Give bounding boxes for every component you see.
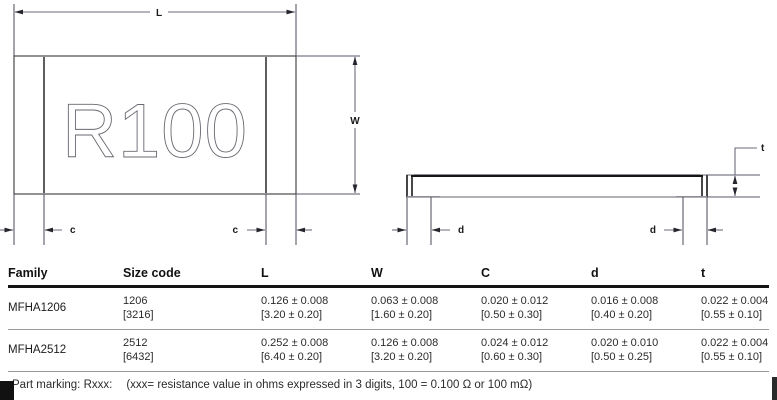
dimension-L: L — [13, 4, 297, 56]
value-mm: [3.20 ± 0.20] — [261, 309, 323, 322]
cell-t: 0.022 ± 0.004 [0.55 ± 0.10] — [701, 286, 769, 331]
value-inch: 0.016 ± 0.008 — [591, 295, 659, 307]
value-inch: 0.063 ± 0.008 — [371, 295, 439, 307]
value-mm: [0.60 ± 0.30] — [481, 351, 543, 364]
cell-family: MFHA1206 — [8, 286, 123, 331]
value-mm: [0.55 ± 0.10] — [701, 309, 763, 322]
dimension-label-W: W — [350, 116, 360, 127]
footnote-label: Part marking: Rxxx: — [12, 379, 113, 391]
drawings-svg: L R100 W — [0, 4, 765, 245]
value-inch: 1206 — [123, 295, 148, 307]
value-mm: [3.20 ± 0.20] — [371, 351, 433, 364]
value-inch: 0.024 ± 0.012 — [481, 337, 549, 350]
dimension-c-group: c c — [0, 194, 312, 245]
column-header-size-code: Size code — [123, 264, 261, 288]
value-inch: 0.020 ± 0.010 — [591, 337, 659, 350]
table-row: MFHA2512 2512 [6432] 0.252 ± 0.008 [6.40… — [8, 329, 769, 373]
cell-l: 0.126 ± 0.008 [3.20 ± 0.20] — [261, 286, 371, 331]
value-inch: 0.126 ± 0.008 — [371, 337, 439, 350]
value-mm: [0.50 ± 0.25] — [591, 351, 653, 364]
dimension-label-d-left: d — [458, 225, 464, 236]
cell-c: 0.024 ± 0.012 [0.60 ± 0.30] — [481, 329, 591, 373]
side-view-body — [406, 174, 708, 198]
top-view-body — [13, 55, 297, 195]
page-edge-artifact-left — [0, 381, 14, 400]
dimension-drawings: L R100 W — [0, 4, 765, 245]
cell-size-code: 2512 [6432] — [123, 329, 261, 373]
value-mm: [6.40 ± 0.20] — [261, 351, 323, 364]
value-inch: 0.022 ± 0.004 — [701, 337, 769, 350]
page-edge-artifact-right — [772, 377, 777, 400]
footnote-detail: (xxx= resistance value in ohms expressed… — [126, 379, 533, 391]
cell-w: 0.126 ± 0.008 [3.20 ± 0.20] — [371, 329, 481, 373]
value-mm: [0.50 ± 0.30] — [481, 309, 543, 322]
column-header-family: Family — [8, 264, 123, 288]
column-header-w: W — [371, 264, 481, 288]
value-mm: [0.55 ± 0.10] — [701, 351, 763, 364]
table-header-row: Family Size code L W C d t — [8, 264, 769, 288]
cell-l: 0.252 ± 0.008 [6.40 ± 0.20] — [261, 329, 371, 373]
cell-d: 0.020 ± 0.010 [0.50 ± 0.25] — [591, 329, 701, 373]
column-header-d: d — [591, 264, 701, 288]
dimension-W: W — [296, 55, 360, 195]
value-inch: 2512 — [123, 337, 148, 350]
column-header-t: t — [701, 264, 769, 288]
dimension-label-c-right: c — [232, 225, 238, 236]
value-inch: 0.252 ± 0.008 — [261, 337, 329, 350]
dimension-label-t: t — [761, 143, 765, 154]
value-mm: [6432] — [123, 351, 154, 364]
cell-family: MFHA2512 — [8, 329, 123, 373]
value-mm: [0.40 ± 0.20] — [591, 309, 653, 322]
part-marking-footnote: Part marking: Rxxx: (xxx= resistance valu… — [12, 379, 532, 391]
cell-size-code: 1206 [3216] — [123, 286, 261, 331]
dimension-label-L: L — [156, 8, 162, 19]
dimension-label-c-left: c — [70, 225, 76, 236]
cell-d: 0.016 ± 0.008 [0.40 ± 0.20] — [591, 286, 701, 331]
cell-t: 0.022 ± 0.004 [0.55 ± 0.10] — [701, 329, 769, 373]
value-mm: [3216] — [123, 309, 154, 322]
value-inch: 0.126 ± 0.008 — [261, 295, 329, 307]
dimension-d-group: d d — [392, 197, 723, 245]
column-header-l: L — [261, 264, 371, 288]
cell-w: 0.063 ± 0.008 [1.60 ± 0.20] — [371, 286, 481, 331]
column-header-c: C — [481, 264, 591, 288]
dimension-t: t — [707, 143, 765, 198]
dimension-spec-table: Family Size code L W C d t MFHA1206 1206… — [8, 264, 769, 373]
table-row: MFHA1206 1206 [3216] 0.126 ± 0.008 [3.20… — [8, 286, 769, 331]
value-inch: 0.020 ± 0.012 — [481, 295, 549, 307]
dimension-label-d-right: d — [650, 225, 656, 236]
value-inch: 0.022 ± 0.004 — [701, 295, 769, 307]
part-marking-text: R100 — [62, 89, 248, 174]
value-mm: [1.60 ± 0.20] — [371, 309, 433, 322]
cell-c: 0.020 ± 0.012 [0.50 ± 0.30] — [481, 286, 591, 331]
